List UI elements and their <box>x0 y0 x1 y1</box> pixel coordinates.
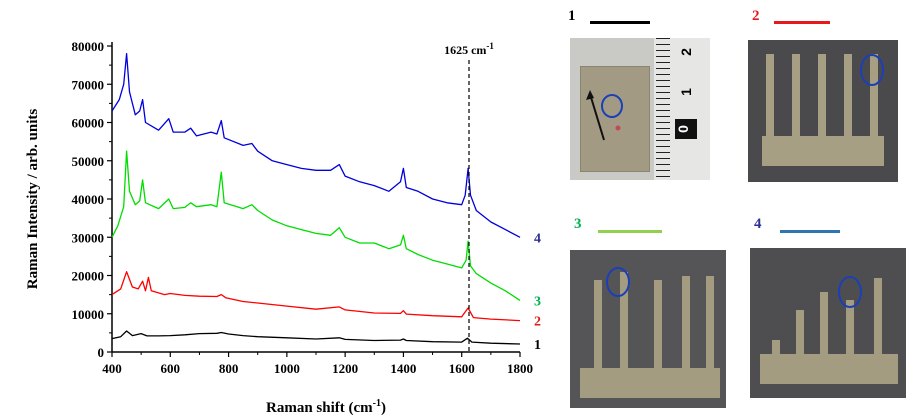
photo-panel-4: 4 <box>740 210 919 418</box>
sample-photo-2 <box>748 40 898 182</box>
chart-axes: 400 600 800 1000 1200 1400 1600 1800 0 10000 20000… <box>72 39 534 376</box>
series-line-2 <box>111 271 521 322</box>
photo-swatch-3 <box>598 230 662 233</box>
x-tick-label: 600 <box>161 361 181 376</box>
y-tick-label: 10000 <box>72 307 105 322</box>
photo-label-3: 3 <box>574 216 582 232</box>
photo-panel-2: 2 <box>740 0 919 200</box>
y-tick-label: 70000 <box>72 77 105 92</box>
raman-spectra-chart: 400 600 800 1000 1200 1400 1600 1800 0 10000 20000… <box>25 39 541 416</box>
photo-swatch-4 <box>780 230 840 233</box>
spot-circle <box>838 276 862 308</box>
sample-photo-3 <box>570 250 726 408</box>
series-line-4 <box>111 53 521 238</box>
x-tick-label: 400 <box>102 361 122 376</box>
sample-film <box>580 66 650 172</box>
photo-label-2: 2 <box>752 8 760 24</box>
x-tick-label: 1000 <box>274 361 300 376</box>
spot-circle <box>601 94 623 118</box>
photo-swatch-2 <box>774 21 830 24</box>
x-tick-label: 800 <box>219 361 239 376</box>
series-line-3 <box>111 150 521 301</box>
series-label-3: 3 <box>534 294 541 309</box>
y-axis-title: Raman Intensity / arb. units <box>25 109 41 290</box>
x-axis-title: Raman shift (cm-1) <box>266 398 386 416</box>
peak-annotation: 1625 cm-1 <box>444 41 494 57</box>
y-tick-label: 80000 <box>72 39 105 54</box>
x-tick-label: 1200 <box>332 361 358 376</box>
spot-circle <box>606 267 630 297</box>
x-tick-label: 1800 <box>507 361 533 376</box>
y-tick-label: 40000 <box>72 192 105 207</box>
y-tick-label: 20000 <box>72 269 105 284</box>
measurement-arrow <box>586 90 623 141</box>
photo-panel-3: 3 <box>560 210 740 418</box>
ruler: 2 1 0 <box>654 38 710 180</box>
sample-photo-4 <box>750 248 906 398</box>
photo-swatch-1 <box>590 21 650 24</box>
chart-labels: Raman shift (cm-1) Raman Intensity / arb.… <box>25 41 541 416</box>
photo-panel-1: 1 2 1 0 <box>560 0 740 200</box>
x-tick-label: 1400 <box>390 361 416 376</box>
series-label-4: 4 <box>534 231 541 246</box>
photo-label-4: 4 <box>754 216 762 232</box>
photo-label-1: 1 <box>568 8 576 24</box>
chart-series <box>111 53 521 345</box>
series-label-2: 2 <box>534 315 541 330</box>
x-tick-label: 1600 <box>449 361 475 376</box>
sample-photo-1: 2 1 0 <box>570 38 710 180</box>
y-tick-label: 30000 <box>72 230 105 245</box>
series-line-1 <box>111 330 521 345</box>
y-tick-label: 50000 <box>72 154 105 169</box>
series-label-1: 1 <box>534 338 541 353</box>
spot-circle <box>860 54 884 86</box>
y-tick-label: 0 <box>98 345 105 360</box>
y-tick-label: 60000 <box>72 116 105 131</box>
